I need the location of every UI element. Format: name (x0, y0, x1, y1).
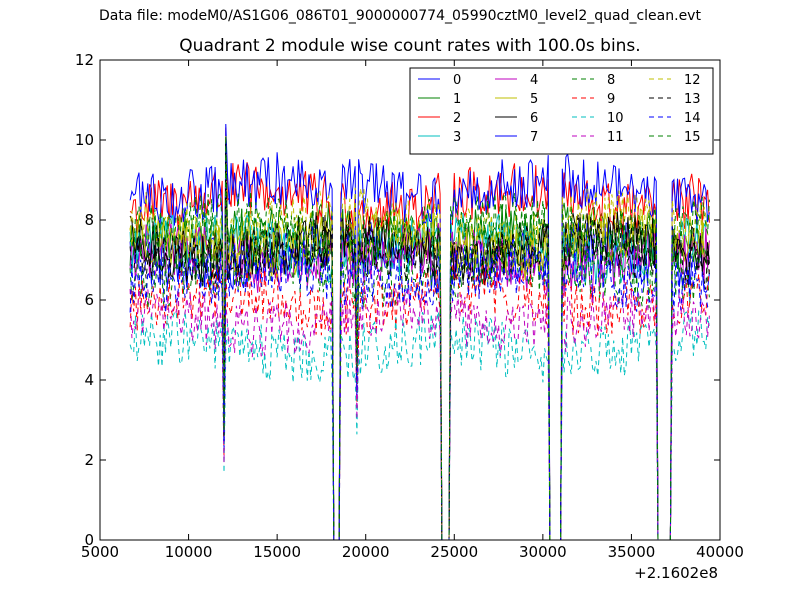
series-line-10 (129, 309, 710, 541)
x-tick-label: 15000 (253, 543, 301, 561)
x-tick-label: 40000 (696, 543, 744, 561)
legend-label-15: 15 (684, 130, 701, 145)
legend-box (409, 67, 714, 155)
x-tick-label: 20000 (342, 543, 390, 561)
legend-label-0: 0 (453, 73, 461, 88)
legend-label-4: 4 (530, 73, 538, 88)
legend-label-9: 9 (607, 92, 615, 107)
y-tick-label: 4 (84, 371, 94, 389)
x-tick-label: 5000 (81, 543, 119, 561)
chart-title: Quadrant 2 module wise count rates with … (179, 36, 641, 56)
y-tick-label: 6 (84, 291, 94, 309)
x-tick-label: 30000 (519, 543, 567, 561)
series-line-8 (129, 233, 710, 541)
legend-label-6: 6 (530, 111, 538, 126)
legend-label-2: 2 (453, 111, 461, 126)
legend-label-13: 13 (684, 92, 701, 107)
x-offset-label: +2.1602e8 (634, 564, 718, 582)
y-tick-label: 8 (84, 211, 94, 229)
y-tick-label: 2 (84, 451, 94, 469)
x-tick-label: 25000 (430, 543, 478, 561)
series-line-4 (129, 222, 710, 541)
series-line-13 (129, 143, 710, 541)
series-line-15 (129, 135, 710, 541)
legend-label-11: 11 (607, 130, 624, 145)
legend-label-14: 14 (684, 111, 701, 126)
legend-label-5: 5 (530, 92, 538, 107)
series-line-11 (129, 282, 710, 541)
series-line-9 (129, 264, 710, 541)
x-tick-label: 10000 (165, 543, 213, 561)
series-line-14 (129, 242, 710, 541)
legend-label-10: 10 (607, 111, 624, 126)
y-tick-label: 0 (84, 531, 94, 549)
legend-label-8: 8 (607, 73, 615, 88)
y-tick-label: 12 (75, 51, 94, 69)
ticks-layer: 5000 10000 15000 20000 25000 30000 35000 40000 0… (75, 51, 744, 561)
series-layer (129, 123, 710, 541)
y-tick-label: 10 (75, 131, 94, 149)
x-tick-label: 35000 (608, 543, 656, 561)
legend-label-3: 3 (453, 130, 461, 145)
legend-label-1: 1 (453, 92, 461, 107)
legend-label-7: 7 (530, 130, 538, 145)
series-line-7 (129, 123, 710, 541)
figure-suptitle: Data file: modeM0/AS1G06_086T01_90000007… (99, 8, 701, 24)
legend-label-12: 12 (684, 73, 701, 88)
